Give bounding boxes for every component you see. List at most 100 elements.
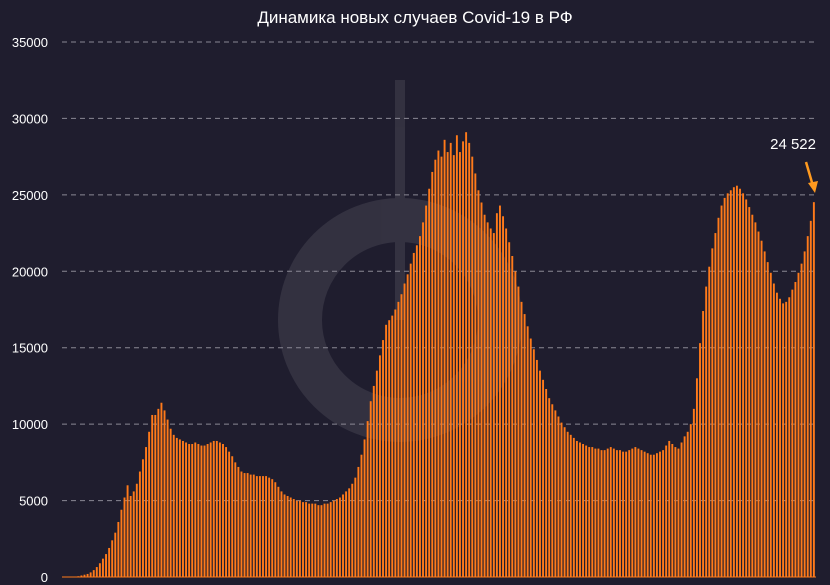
bar	[391, 315, 394, 577]
bar	[523, 314, 526, 577]
bar	[809, 220, 812, 577]
bar	[560, 422, 563, 577]
bar	[188, 444, 191, 577]
y-tick-label: 10000	[12, 417, 48, 432]
bar	[342, 494, 344, 577]
bar	[200, 445, 203, 577]
bar	[775, 292, 778, 577]
bar	[178, 439, 181, 577]
bar	[175, 437, 178, 577]
bar	[212, 440, 215, 577]
bar	[268, 477, 271, 577]
bar	[271, 479, 274, 577]
bar	[689, 424, 692, 577]
bar	[505, 228, 508, 578]
bar	[163, 410, 166, 577]
bar	[191, 444, 194, 577]
bar	[582, 444, 585, 577]
bar	[615, 450, 618, 577]
bar	[117, 521, 120, 577]
bar	[283, 494, 286, 577]
bar	[499, 205, 501, 577]
bar	[375, 370, 378, 577]
bar	[154, 414, 157, 577]
bar	[440, 156, 443, 577]
bar	[612, 448, 615, 577]
bar	[539, 370, 541, 577]
bar	[366, 421, 369, 577]
bar	[468, 142, 471, 577]
bar	[572, 437, 575, 577]
bar	[345, 491, 348, 577]
bar	[240, 471, 243, 577]
bar	[575, 440, 578, 577]
bar	[711, 248, 714, 578]
bar	[760, 240, 763, 577]
bar	[258, 476, 261, 577]
y-tick-label: 25000	[12, 188, 48, 203]
bar	[585, 445, 588, 577]
bar	[532, 349, 535, 577]
bar	[228, 451, 231, 577]
bar	[529, 338, 532, 577]
bar	[388, 320, 391, 577]
bar	[231, 456, 234, 577]
bar	[797, 272, 800, 577]
bar	[83, 574, 86, 577]
bar	[295, 500, 298, 577]
bar	[686, 431, 689, 577]
y-tick-label: 0	[41, 570, 48, 585]
bar	[203, 445, 206, 577]
bar	[483, 214, 486, 578]
bar	[619, 450, 621, 577]
bar	[277, 486, 280, 577]
bar	[683, 436, 686, 577]
bar	[480, 202, 483, 577]
bar	[98, 563, 101, 577]
bar	[292, 499, 295, 577]
bar	[114, 532, 117, 577]
bar	[446, 152, 449, 577]
bar	[243, 473, 246, 577]
bar	[757, 231, 760, 578]
bar	[674, 447, 677, 577]
bar	[80, 575, 83, 577]
bar	[215, 440, 218, 577]
bar	[634, 447, 637, 577]
bar	[142, 459, 144, 577]
bar	[794, 281, 797, 577]
y-axis-ticks: 0 5000 10000 15000 20000 25000 30000 35000	[12, 35, 48, 585]
bar	[717, 217, 720, 578]
bar	[431, 171, 434, 577]
bar	[640, 450, 643, 577]
bar	[782, 303, 785, 577]
bar	[705, 286, 708, 577]
bar	[659, 451, 661, 577]
bar	[449, 142, 452, 577]
bar	[209, 442, 212, 577]
bar	[665, 445, 668, 577]
bar	[548, 398, 551, 577]
bar	[157, 408, 160, 577]
bar	[338, 497, 341, 577]
bar	[477, 190, 480, 577]
bar	[702, 311, 705, 577]
bar	[517, 286, 520, 577]
bar	[415, 245, 418, 578]
bar	[320, 505, 323, 577]
bar	[502, 216, 504, 577]
bar	[452, 155, 455, 578]
bar	[557, 416, 560, 577]
bar	[652, 454, 655, 577]
bar	[708, 266, 711, 577]
bar	[314, 503, 317, 577]
bar	[252, 474, 255, 577]
bar	[625, 451, 628, 577]
bar	[591, 447, 594, 577]
bar	[111, 540, 114, 577]
bar	[406, 274, 409, 577]
bar	[363, 439, 366, 577]
bar	[766, 262, 769, 577]
bar	[695, 378, 698, 577]
bar	[535, 359, 538, 577]
